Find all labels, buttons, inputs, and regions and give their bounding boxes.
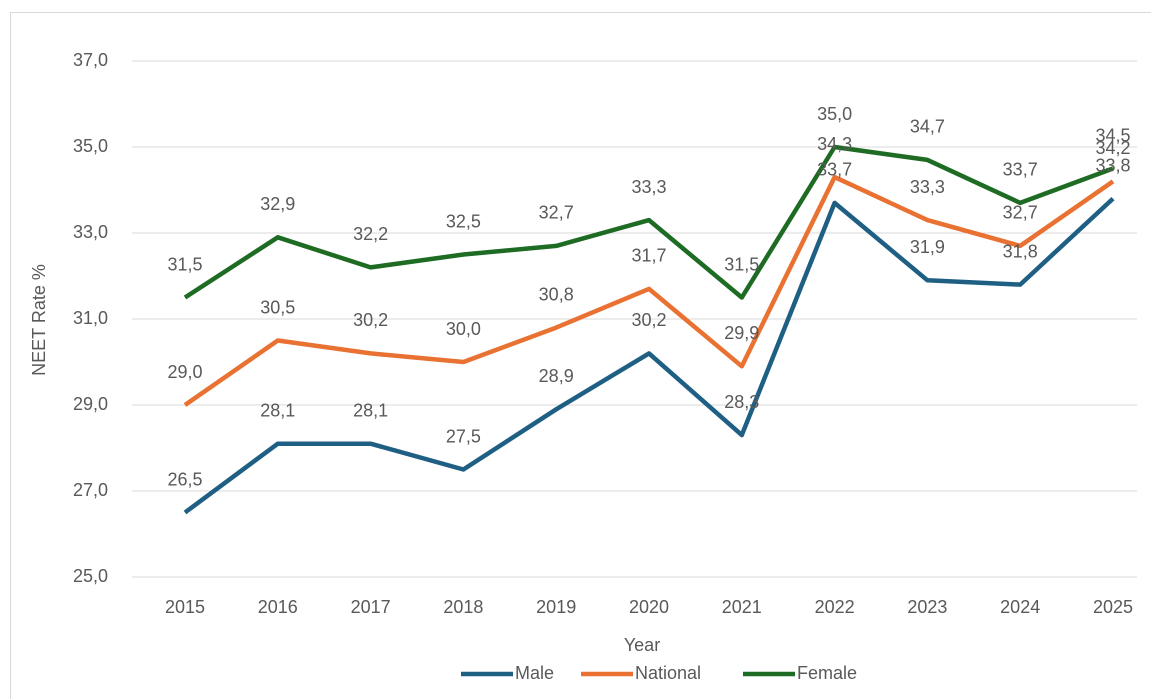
- data-label: 28,3: [724, 392, 759, 412]
- data-label: 28,1: [353, 400, 388, 420]
- data-label: 30,2: [353, 310, 388, 330]
- data-label: 31,5: [724, 254, 759, 274]
- data-label: 30,8: [539, 284, 574, 304]
- data-label: 35,0: [817, 104, 852, 124]
- x-tick-label: 2025: [1093, 597, 1133, 617]
- x-axis-title: Year: [624, 635, 660, 655]
- y-axis-title: NEET Rate %: [29, 264, 49, 376]
- x-tick-label: 2023: [907, 597, 947, 617]
- data-label: 30,5: [260, 297, 295, 317]
- x-tick-label: 2019: [536, 597, 576, 617]
- data-label: 34,7: [910, 117, 945, 137]
- data-label: 31,5: [167, 254, 202, 274]
- legend-label: Female: [797, 663, 857, 683]
- data-label: 28,1: [260, 400, 295, 420]
- data-label: 30,0: [446, 319, 481, 339]
- data-label: 30,2: [631, 310, 666, 330]
- data-label: 33,3: [631, 177, 666, 197]
- y-tick-label: 25,0: [73, 566, 108, 586]
- data-label: 33,3: [910, 177, 945, 197]
- data-label: 29,9: [724, 323, 759, 343]
- series-line: [183, 174, 1115, 407]
- y-tick-label: 31,0: [73, 308, 108, 328]
- data-label: 31,9: [910, 237, 945, 257]
- x-tick-label: 2020: [629, 597, 669, 617]
- y-tick-label: 37,0: [73, 50, 108, 70]
- data-label: 34,2: [1095, 138, 1130, 158]
- data-label: 33,7: [1003, 160, 1038, 180]
- data-label: 33,8: [1095, 155, 1130, 175]
- series-line: [183, 196, 1115, 515]
- x-tick-label: 2022: [815, 597, 855, 617]
- data-label: 26,5: [167, 469, 202, 489]
- legend-label: Male: [515, 663, 554, 683]
- y-tick-label: 27,0: [73, 480, 108, 500]
- y-tick-label: 35,0: [73, 136, 108, 156]
- data-label: 32,2: [353, 224, 388, 244]
- chart-frame: [10, 12, 1151, 699]
- x-tick-label: 2015: [165, 597, 205, 617]
- x-tick-label: 2024: [1000, 597, 1040, 617]
- data-label: 32,7: [1003, 203, 1038, 223]
- x-tick-label: 2021: [722, 597, 762, 617]
- data-label: 31,8: [1003, 241, 1038, 261]
- data-label: 28,9: [539, 366, 574, 386]
- data-label: 29,0: [167, 362, 202, 382]
- y-tick-label: 33,0: [73, 222, 108, 242]
- x-tick-label: 2016: [258, 597, 298, 617]
- data-label: 32,9: [260, 194, 295, 214]
- x-tick-label: 2017: [351, 597, 391, 617]
- data-label: 32,5: [446, 211, 481, 231]
- series-line: [183, 144, 1114, 300]
- x-tick-label: 2018: [443, 597, 483, 617]
- data-label: 32,7: [539, 203, 574, 223]
- y-tick-label: 29,0: [73, 394, 108, 414]
- legend-label: National: [635, 663, 701, 683]
- data-label: 34,5: [1095, 125, 1130, 145]
- data-label: 34,3: [817, 134, 852, 154]
- data-label: 33,7: [817, 160, 852, 180]
- data-label: 27,5: [446, 426, 481, 446]
- data-label: 31,7: [631, 246, 666, 266]
